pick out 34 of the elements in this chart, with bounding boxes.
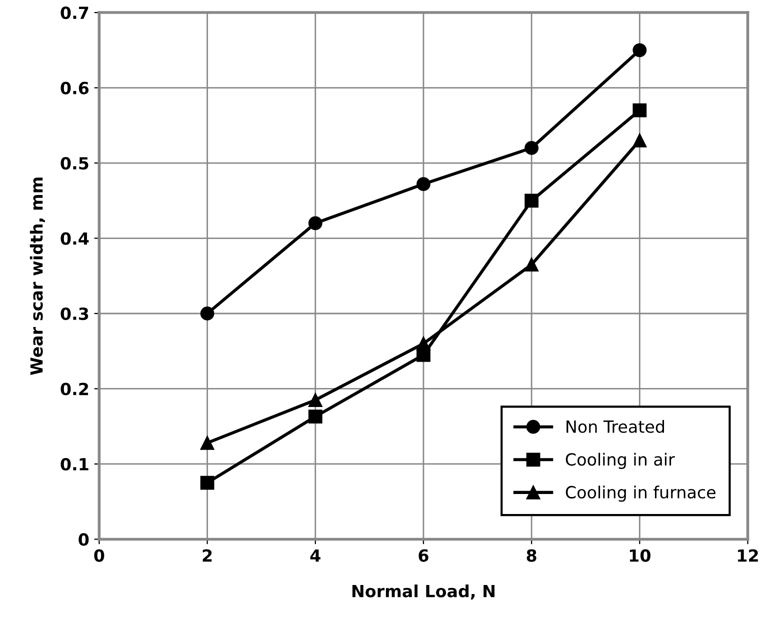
point bbox=[632, 134, 647, 148]
y-tick-label: 0 bbox=[78, 533, 89, 546]
point bbox=[632, 103, 647, 118]
point bbox=[524, 258, 538, 272]
point bbox=[416, 336, 430, 351]
x-tick-label: 2 bbox=[202, 549, 212, 562]
y-tick-label: 0.2 bbox=[60, 382, 88, 396]
y-tick-label: 0.4 bbox=[60, 232, 89, 245]
point bbox=[308, 216, 322, 230]
x-tick-label: 8 bbox=[526, 549, 536, 562]
y-tick-label: 0.6 bbox=[60, 82, 89, 94]
point bbox=[524, 194, 538, 208]
y-tick-label: 0.3 bbox=[60, 307, 88, 320]
x-tick-label: 0 bbox=[94, 549, 104, 562]
point bbox=[200, 306, 214, 320]
point bbox=[416, 177, 430, 192]
x-tick-label: 4 bbox=[310, 549, 320, 562]
point bbox=[200, 476, 214, 490]
legend-label: Cooling in furnace bbox=[566, 486, 716, 502]
legend-label: Non Treated bbox=[566, 420, 664, 433]
y-tick-label: 0.1 bbox=[60, 458, 88, 471]
y-axis-title: Wear scar width, mm bbox=[30, 178, 45, 375]
x-tick-label: 6 bbox=[418, 549, 428, 562]
point bbox=[524, 141, 538, 155]
point bbox=[308, 393, 322, 407]
point bbox=[200, 436, 214, 450]
point bbox=[632, 43, 647, 58]
x-tick-label: 12 bbox=[738, 549, 758, 562]
legend-label: Cooling in air bbox=[566, 452, 675, 469]
y-tick-label: 0.7 bbox=[60, 6, 88, 20]
x-axis-title: Normal Load, N bbox=[352, 584, 494, 600]
point bbox=[308, 410, 322, 424]
x-tick-label: 10 bbox=[630, 549, 650, 562]
y-tick-label: 0.5 bbox=[60, 156, 88, 170]
